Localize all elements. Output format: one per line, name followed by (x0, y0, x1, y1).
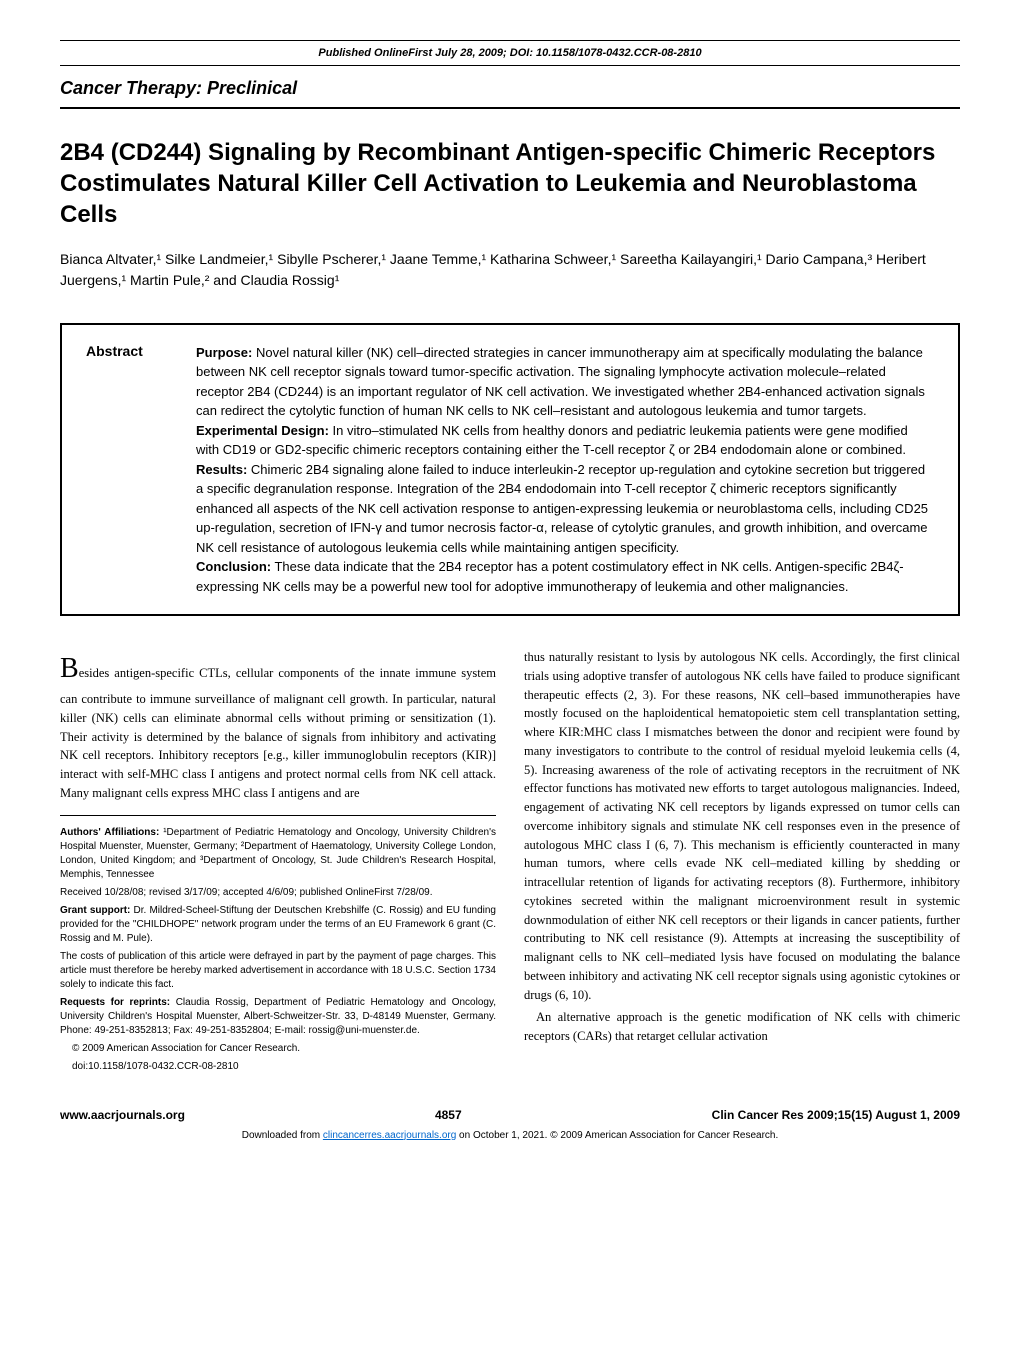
affiliations-label: Authors' Affiliations: (60, 827, 159, 838)
results-label: Results: (196, 462, 247, 477)
header-bar: Published OnlineFirst July 28, 2009; DOI… (60, 40, 960, 66)
footnotes: Authors' Affiliations: ¹Department of Pe… (60, 826, 496, 1074)
dropcap: B (60, 653, 79, 684)
conclusion-text: These data indicate that the 2B4 recepto… (196, 559, 904, 594)
costs-text: The costs of publication of this article… (60, 950, 496, 992)
purpose-label: Purpose: (196, 345, 252, 360)
download-suffix: on October 1, 2021. © 2009 American Asso… (456, 1130, 778, 1141)
footer-right: Clin Cancer Res 2009;15(15) August 1, 20… (712, 1108, 960, 1122)
reprints-label: Requests for reprints: (60, 997, 170, 1008)
body-columns: Besides antigen-specific CTLs, cellular … (60, 648, 960, 1078)
body-right-p2: An alternative approach is the genetic m… (524, 1008, 960, 1046)
footnote-divider (60, 815, 496, 816)
abstract-label: Abstract (86, 343, 143, 359)
purpose-text: Novel natural killer (NK) cell–directed … (196, 345, 925, 419)
abstract-body: Purpose: Novel natural killer (NK) cell–… (196, 343, 934, 597)
copyright-text: © 2009 American Association for Cancer R… (60, 1042, 496, 1056)
body-right-p1: thus naturally resistant to lysis by aut… (524, 648, 960, 1004)
download-link[interactable]: clincancerres.aacrjournals.org (323, 1130, 456, 1141)
abstract-box: Abstract Purpose: Novel natural killer (… (60, 323, 960, 617)
left-column: Besides antigen-specific CTLs, cellular … (60, 648, 496, 1078)
grant-label: Grant support: (60, 905, 130, 916)
download-prefix: Downloaded from (242, 1130, 323, 1141)
right-column: thus naturally resistant to lysis by aut… (524, 648, 960, 1078)
received-text: Received 10/28/08; revised 3/17/09; acce… (60, 886, 496, 900)
download-note: Downloaded from clincancerres.aacrjourna… (60, 1130, 960, 1141)
doi-text: doi:10.1158/1078-0432.CCR-08-2810 (60, 1060, 496, 1074)
results-text: Chimeric 2B4 signaling alone failed to i… (196, 462, 928, 555)
body-left-p1: Besides antigen-specific CTLs, cellular … (60, 648, 496, 803)
conclusion-label: Conclusion: (196, 559, 271, 574)
page-footer: www.aacrjournals.org 4857 Clin Cancer Re… (60, 1102, 960, 1122)
design-label: Experimental Design: (196, 423, 329, 438)
online-first-text: Published OnlineFirst July 28, 2009; DOI… (60, 47, 960, 59)
article-title: 2B4 (CD244) Signaling by Recombinant Ant… (60, 137, 960, 231)
article-category: Cancer Therapy: Preclinical (60, 78, 960, 109)
authors-list: Bianca Altvater,¹ Silke Landmeier,¹ Siby… (60, 249, 960, 291)
footer-center: 4857 (435, 1108, 462, 1122)
footer-left: www.aacrjournals.org (60, 1108, 185, 1122)
body-left-text: esides antigen-specific CTLs, cellular c… (60, 666, 496, 800)
